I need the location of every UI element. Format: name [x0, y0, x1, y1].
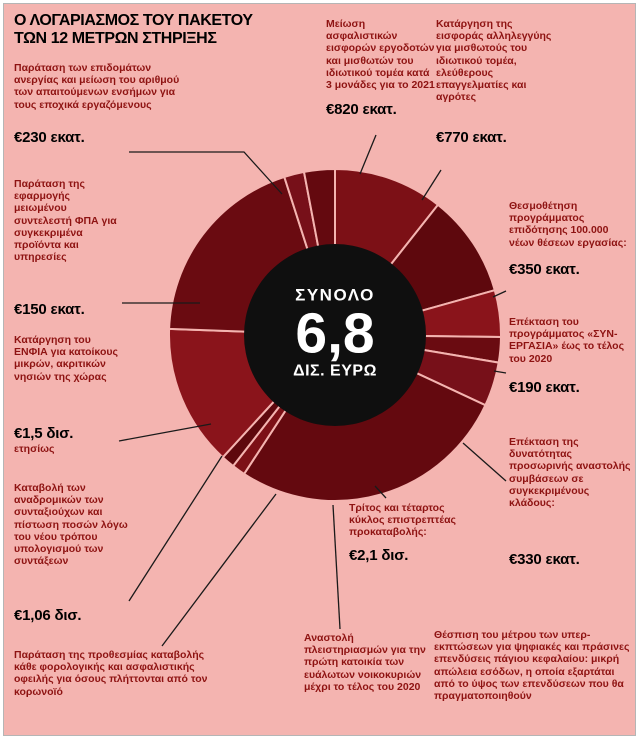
callout-job-subsidy: Θεσμοθέτηση προγράμματος επιδότησης 100.…: [509, 200, 633, 278]
callout-amount: €150 εκατ.: [14, 301, 85, 319]
page-title: Ο ΛΟΓΑΡΙΑΣΜΟΣ ΤΟΥ ΠΑΚΕΤΟΥ ΤΩΝ 12 ΜΕΤΡΩΝ …: [14, 12, 264, 48]
callout-text: Επέκταση του προγράμματος «ΣΥΝ-ΕΡΓΑΣΙΑ» …: [509, 316, 625, 365]
callout-line: [492, 290, 507, 298]
callout-line: [161, 493, 277, 647]
callout-text: Κατάργηση του ΕΝΦΙΑ για κατοίκους μικρών…: [14, 334, 118, 383]
total-value: 6,8: [295, 301, 375, 366]
infographic-panel: Ο ΛΟΓΑΡΙΑΣΜΟΣ ΤΟΥ ΠΑΚΕΤΟΥ ΤΩΝ 12 ΜΕΤΡΩΝ …: [3, 3, 636, 736]
callout-amount: €330 εκατ.: [509, 551, 580, 569]
callout-amount: €1,06 δισ.: [14, 607, 82, 625]
callout-line: [359, 134, 377, 175]
chart-center-label: ΣΥΝΟΛΟ 6,8 ΔΙΣ. ΕΥΡΩ: [250, 286, 420, 381]
callout-insurance-contributions: Μείωση ασφαλιστικών εισφορών εργοδοτών κ…: [326, 18, 438, 118]
callout-text: Παράταση της προθεσμίας καταβολής κάθε φ…: [14, 649, 208, 698]
callout-text: Θεσμοθέτηση προγράμματος επιδότησης 100.…: [509, 200, 627, 249]
callout-line: [462, 442, 507, 482]
callout-reduced-vat: Παράταση της εφαρμογής μειωμένου συντελε…: [14, 178, 124, 318]
callout-super-deductions: Θέσπιση του μέτρου των υπερ-εκπτώσεων γι…: [434, 629, 632, 702]
callout-text: Μείωση ασφαλιστικών εισφορών εργοδοτών κ…: [326, 18, 435, 91]
callout-text: Καταβολή των αναδρομικών των συνταξιούχω…: [14, 482, 128, 568]
donut-chart: [118, 134, 507, 647]
callout-amount-suffix: ετησίως: [14, 442, 55, 455]
callout-line: [129, 151, 283, 195]
callout-line: [128, 455, 223, 602]
callout-solidarity-levy: Κατάργηση της εισφοράς αλληλεγγύης για μ…: [436, 18, 554, 146]
callout-amount: €820 εκατ.: [326, 101, 397, 119]
callout-text: Επέκταση της δυνατότητας προσωρινής ανασ…: [509, 436, 631, 509]
callout-lines: [118, 134, 507, 647]
total-unit: ΔΙΣ. ΕΥΡΩ: [293, 362, 377, 380]
page-title-line2: ΤΩΝ 12 ΜΕΤΡΩΝ ΣΤΗΡΙΞΗΣ: [14, 29, 217, 47]
callout-text: Αναστολή πλειστηριασμών για την πρώτη κα…: [304, 632, 426, 693]
callout-pension-retroactives: Καταβολή των αναδρομικών των συνταξιούχω…: [14, 482, 136, 624]
callout-contract-suspension: Επέκταση της δυνατότητας προσωρινής ανασ…: [509, 436, 633, 568]
callout-amount: €230 εκατ.: [14, 128, 85, 146]
callout-amount: €2,1 δισ.: [349, 546, 409, 564]
callout-text: Θέσπιση του μέτρου των υπερ-εκπτώσεων γι…: [434, 629, 630, 702]
callout-text: Παράταση των επιδομάτων ανεργίας και μεί…: [14, 62, 180, 111]
callout-amount: €1,5 δισ.: [14, 424, 74, 442]
callout-auction-suspension: Αναστολή πλειστηριασμών για την πρώτη κα…: [304, 632, 426, 693]
total-word: ΣΥΝΟΛΟ: [295, 285, 375, 305]
callout-text: Παράταση της εφαρμογής μειωμένου συντελε…: [14, 178, 117, 264]
callout-amount: €350 εκατ.: [509, 260, 580, 278]
callout-line: [421, 169, 442, 201]
callout-debt-deadline-extension: Παράταση της προθεσμίας καταβολής κάθε φ…: [14, 649, 214, 698]
callout-syn-ergasia: Επέκταση του προγράμματος «ΣΥΝ-ΕΡΓΑΣΙΑ» …: [509, 316, 633, 396]
callout-unemployment-benefits: Παράταση των επιδομάτων ανεργίας και μεί…: [14, 62, 192, 146]
callout-repayable-advance: Τρίτος και τέταρτος κύκλος επιστρεπτέας …: [349, 502, 467, 564]
callout-amount: €190 εκατ.: [509, 378, 580, 396]
callout-line: [332, 504, 341, 630]
callout-amount: €770 εκατ.: [436, 129, 507, 147]
callout-text: Κατάργηση της εισφοράς αλληλεγγύης για μ…: [436, 18, 552, 104]
callout-line: [118, 423, 212, 442]
page-title-line1: Ο ΛΟΓΑΡΙΑΣΜΟΣ ΤΟΥ ΠΑΚΕΤΟΥ: [14, 12, 253, 29]
chart-center-circle: [244, 244, 426, 426]
callout-enfia-islands: Κατάργηση του ΕΝΦΙΑ για κατοίκους μικρών…: [14, 334, 124, 455]
callout-line: [374, 485, 387, 499]
callout-text: Τρίτος και τέταρτος κύκλος επιστρεπτέας …: [349, 502, 456, 539]
callout-line: [493, 370, 507, 374]
